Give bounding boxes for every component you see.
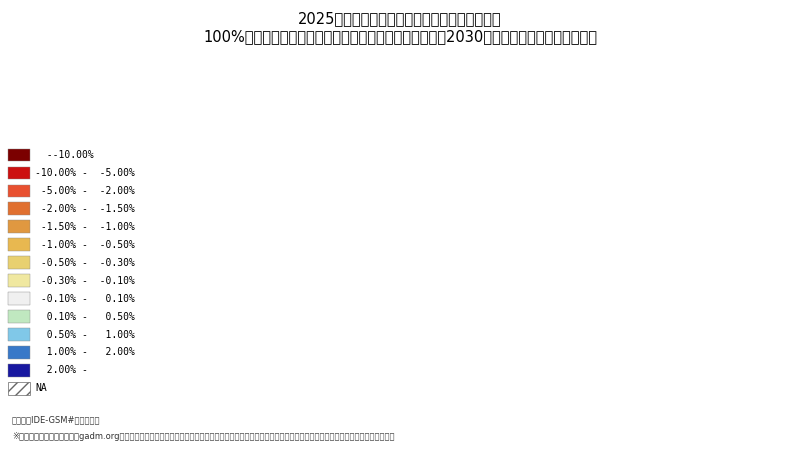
- Text: 0.10% -   0.50%: 0.10% - 0.50%: [35, 312, 135, 321]
- Text: -10.00% -  -5.00%: -10.00% - -5.00%: [35, 168, 135, 178]
- Text: -0.10% -   0.10%: -0.10% - 0.10%: [35, 294, 135, 304]
- Text: NA: NA: [35, 383, 47, 393]
- Text: -5.00% -  -2.00%: -5.00% - -2.00%: [35, 186, 135, 196]
- Text: -0.30% -  -0.10%: -0.30% - -0.10%: [35, 276, 135, 286]
- Text: -1.50% -  -1.00%: -1.50% - -1.00%: [35, 222, 135, 232]
- Text: -2.00% -  -1.50%: -2.00% - -1.50%: [35, 204, 135, 214]
- Text: -0.50% -  -0.30%: -0.50% - -0.30%: [35, 258, 135, 268]
- Text: ※地図上に示された境界線はgadm.orgの見解に基づき、アジア経済研究所およびジェトロによる主権の帰属についての支持や判断を意味するものではありません: ※地図上に示された境界線はgadm.orgの見解に基づき、アジア経済研究所および…: [12, 432, 394, 441]
- Text: -1.00% -  -0.50%: -1.00% - -0.50%: [35, 240, 135, 250]
- Text: 1.00% -   2.00%: 1.00% - 2.00%: [35, 348, 135, 357]
- Text: 2025年以降、西側陣営と東側陣営の間の貿易に: 2025年以降、西側陣営と東側陣営の間の貿易に: [298, 11, 502, 26]
- Text: --10.00%: --10.00%: [35, 150, 94, 160]
- Text: 100%の非関税障壁が追加的に課される「最悪ケース」（2030年、ベースラインとの比較）: 100%の非関税障壁が追加的に課される「最悪ケース」（2030年、ベースラインと…: [203, 29, 597, 44]
- Text: （出所）IDE-GSM#による試算: （出所）IDE-GSM#による試算: [12, 415, 101, 424]
- Text: 2.00% -: 2.00% -: [35, 365, 88, 375]
- Text: 0.50% -   1.00%: 0.50% - 1.00%: [35, 330, 135, 339]
